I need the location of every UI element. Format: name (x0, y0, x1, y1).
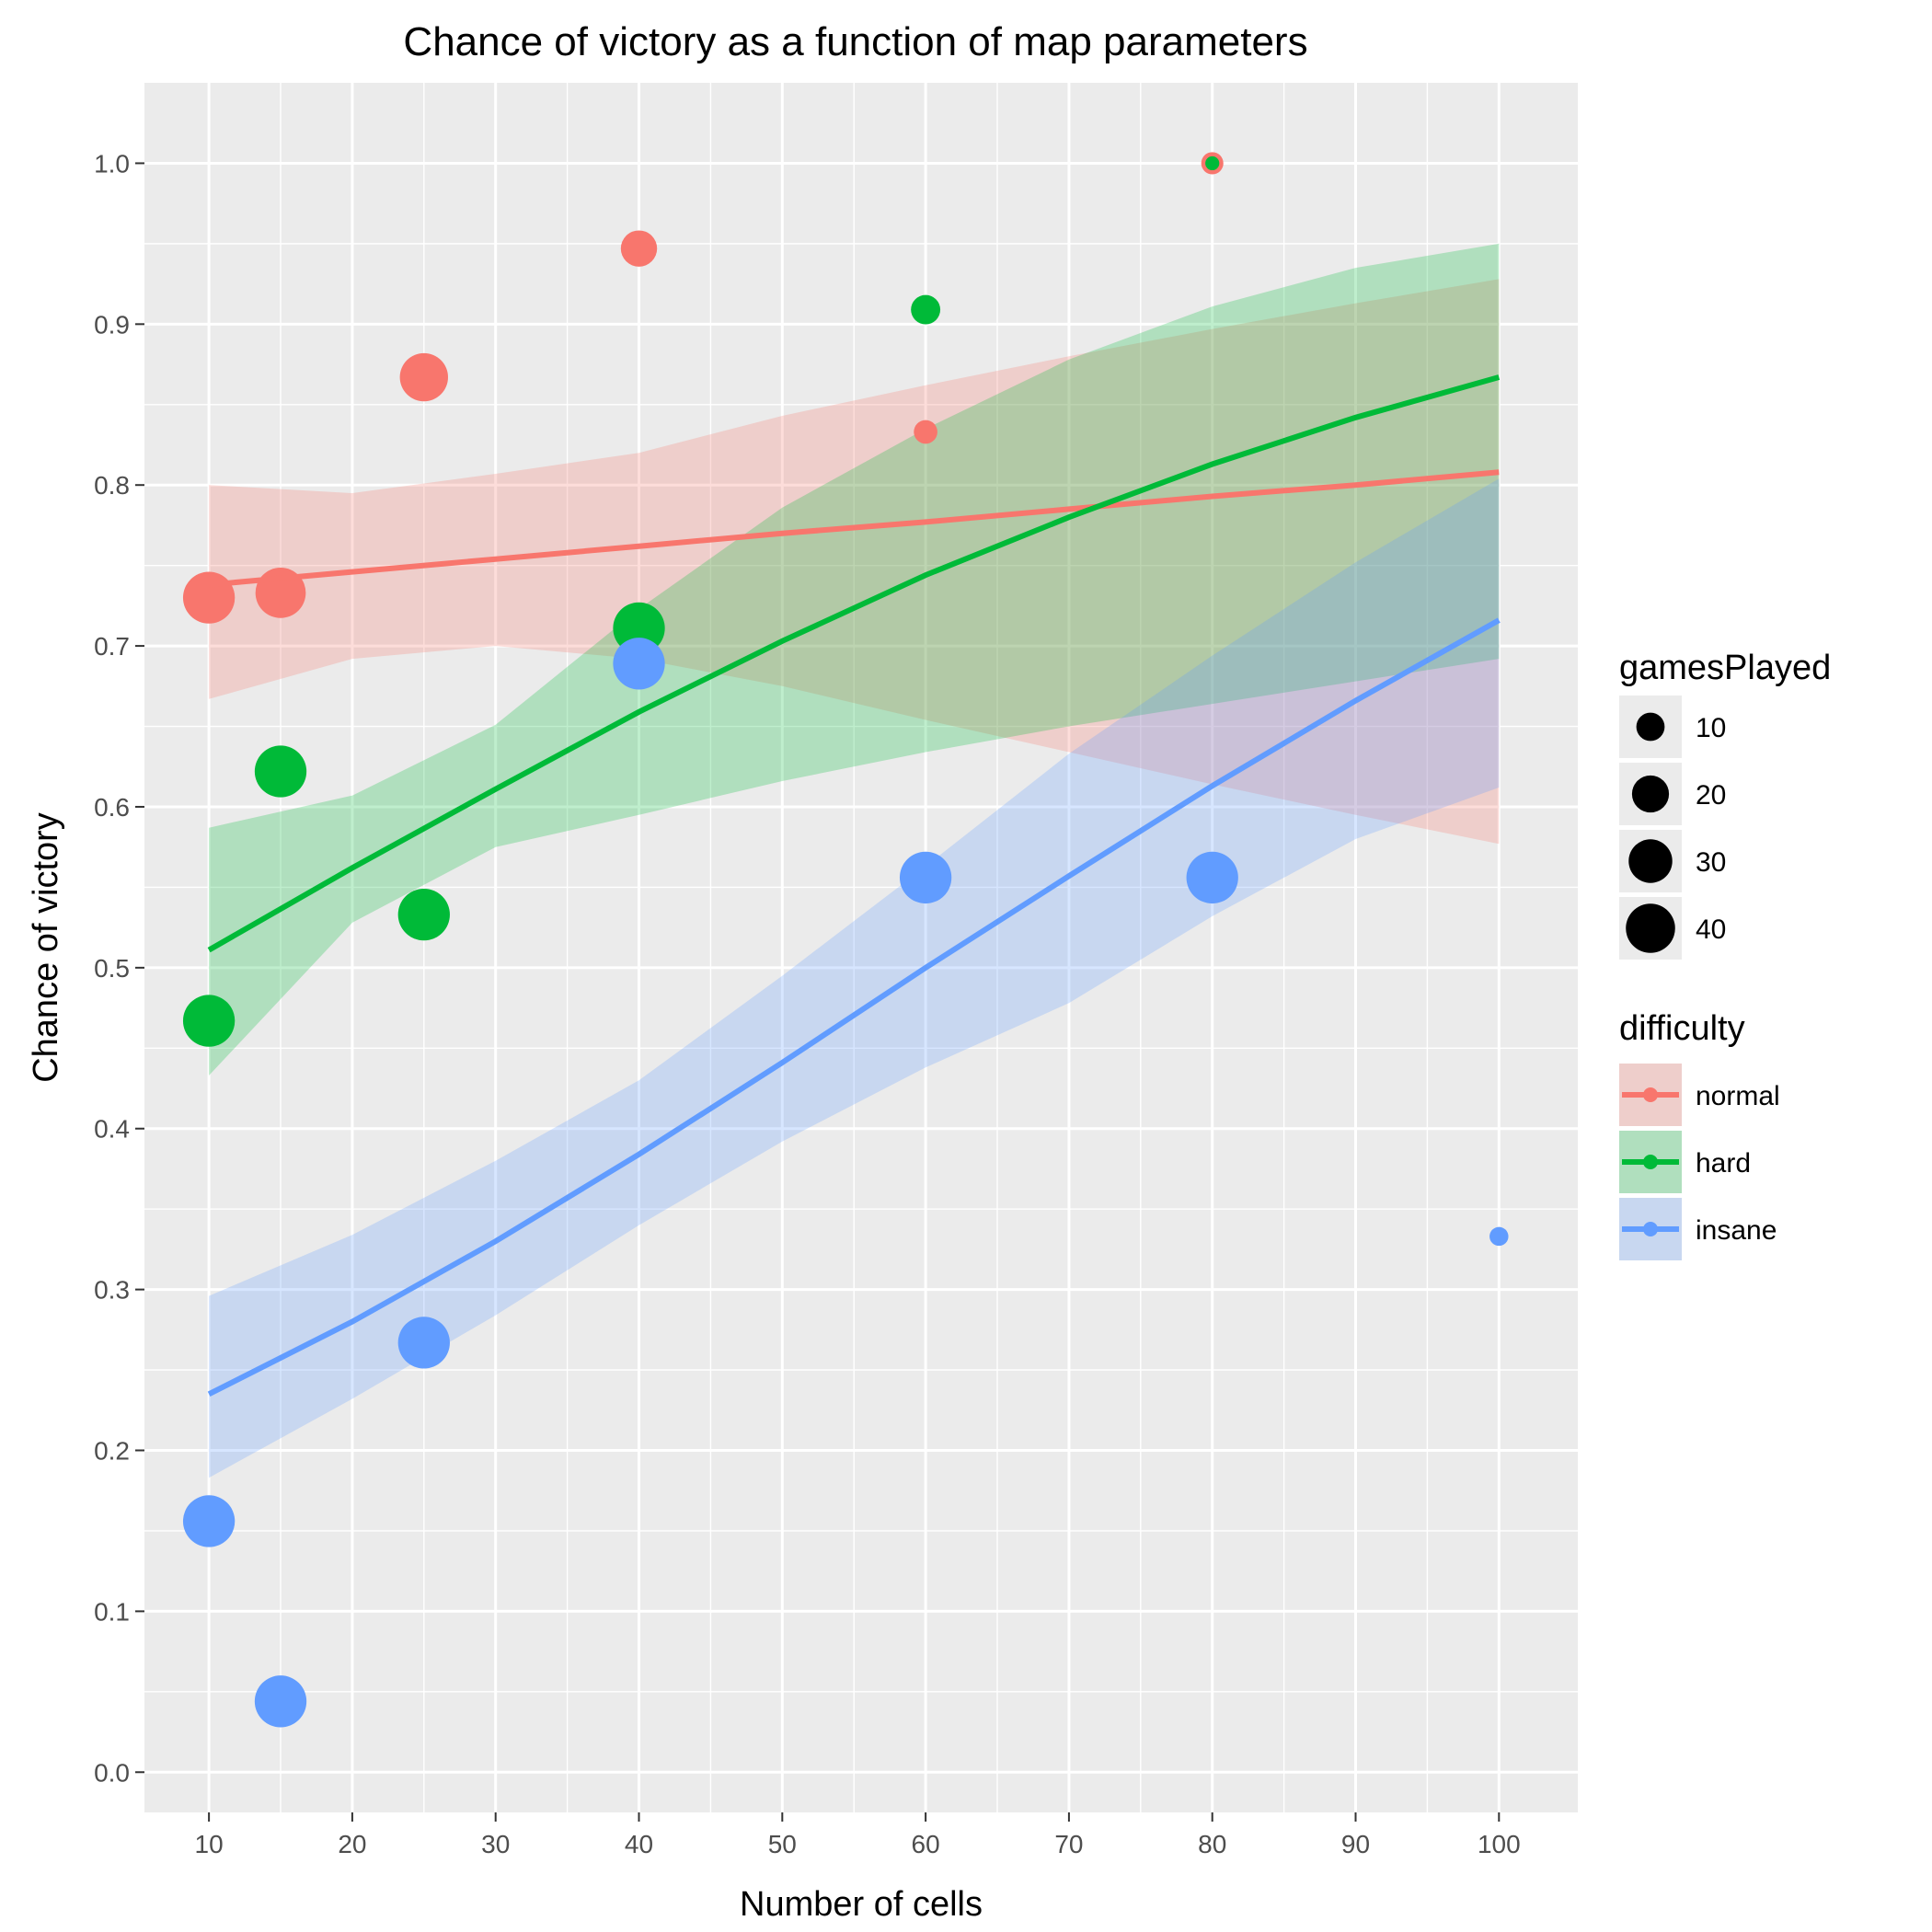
y-axis-label: Chance of victory (27, 812, 65, 1083)
plot-panel (144, 83, 1578, 1812)
y-tick-label: 0.1 (94, 1597, 130, 1626)
y-tick-label: 0.4 (94, 1115, 130, 1144)
point-hard (613, 602, 665, 655)
color-legend-label: insane (1696, 1215, 1777, 1246)
point-insane (254, 1675, 307, 1728)
color-legend: normal hard insane (1619, 1064, 1780, 1260)
color-legend-title: difficulty (1619, 1009, 1745, 1048)
x-tick-label: 30 (481, 1830, 510, 1858)
y-tick-label: 0.2 (94, 1437, 130, 1466)
size-legend-dot (1631, 775, 1670, 813)
color-legend-label: hard (1696, 1148, 1751, 1179)
legend: gamesPlayed 10 20 30 40 difficulty normal ha… (1619, 649, 1831, 1260)
fit-line-hard (207, 374, 1501, 953)
x-tick-label: 10 (195, 1830, 224, 1858)
point-insane (1489, 1226, 1509, 1247)
x-tick-label: 100 (1478, 1830, 1521, 1858)
y-tick-label: 0.7 (94, 632, 130, 661)
x-tick-label: 60 (912, 1830, 940, 1858)
point-hard (254, 745, 307, 798)
point-insane (1186, 851, 1238, 904)
axes: 10 20 30 40 50 60 70 80 90 100 0.0 0.1 0.2 0.3 0.4 0.5 0… (94, 149, 1521, 1858)
fit-line-normal (208, 469, 1500, 588)
ribbon-hard (209, 243, 1500, 1075)
color-legend-label: normal (1696, 1081, 1780, 1111)
point-insane (899, 851, 952, 904)
color-legend-dot (1643, 1155, 1658, 1169)
x-tick-label: 20 (338, 1830, 366, 1858)
chart-title: Chance of victory as a function of map p… (403, 19, 1307, 64)
x-tick-label: 80 (1198, 1830, 1226, 1858)
x-tick-label: 40 (625, 1830, 653, 1858)
point-normal (399, 352, 449, 402)
size-legend-dot (1626, 903, 1675, 953)
point-normal (914, 420, 937, 444)
y-tick-label: 0.8 (94, 471, 130, 500)
size-legend-dot (1636, 712, 1665, 742)
size-legend-label: 20 (1696, 780, 1726, 811)
y-tick-label: 1.0 (94, 149, 130, 178)
x-tick-label: 70 (1054, 1830, 1083, 1858)
point-hard (1205, 155, 1220, 171)
ribbon-normal (209, 279, 1500, 845)
fit-lines (207, 374, 1501, 1397)
point-normal (182, 571, 236, 624)
confidence-ribbons (209, 243, 1500, 1478)
y-tick-label: 0.5 (94, 954, 130, 983)
point-hard (911, 294, 941, 325)
y-tick-label: 0.3 (94, 1276, 130, 1305)
color-legend-dot (1643, 1222, 1658, 1236)
color-legend-dot (1643, 1087, 1658, 1102)
size-legend-dot (1628, 839, 1673, 883)
data-points (182, 152, 1509, 1728)
x-axis-label: Number of cells (740, 1885, 983, 1924)
size-legend: 10 20 30 40 (1619, 696, 1726, 960)
size-legend-label: 40 (1696, 914, 1726, 945)
point-insane (613, 638, 665, 690)
fit-line-insane (207, 617, 1501, 1397)
y-tick-label: 0.0 (94, 1758, 130, 1787)
point-insane (397, 1317, 450, 1369)
point-hard (182, 995, 236, 1047)
x-tick-label: 90 (1341, 1830, 1370, 1858)
point-normal (620, 230, 658, 267)
point-insane (182, 1495, 236, 1547)
x-tick-label: 50 (768, 1830, 797, 1858)
y-tick-label: 0.9 (94, 310, 130, 339)
ribbon-insane (209, 478, 1500, 1478)
size-legend-label: 10 (1696, 713, 1726, 743)
y-tick-label: 0.6 (94, 793, 130, 822)
size-legend-title: gamesPlayed (1619, 649, 1831, 687)
size-legend-label: 30 (1696, 847, 1726, 878)
point-hard (397, 888, 450, 941)
